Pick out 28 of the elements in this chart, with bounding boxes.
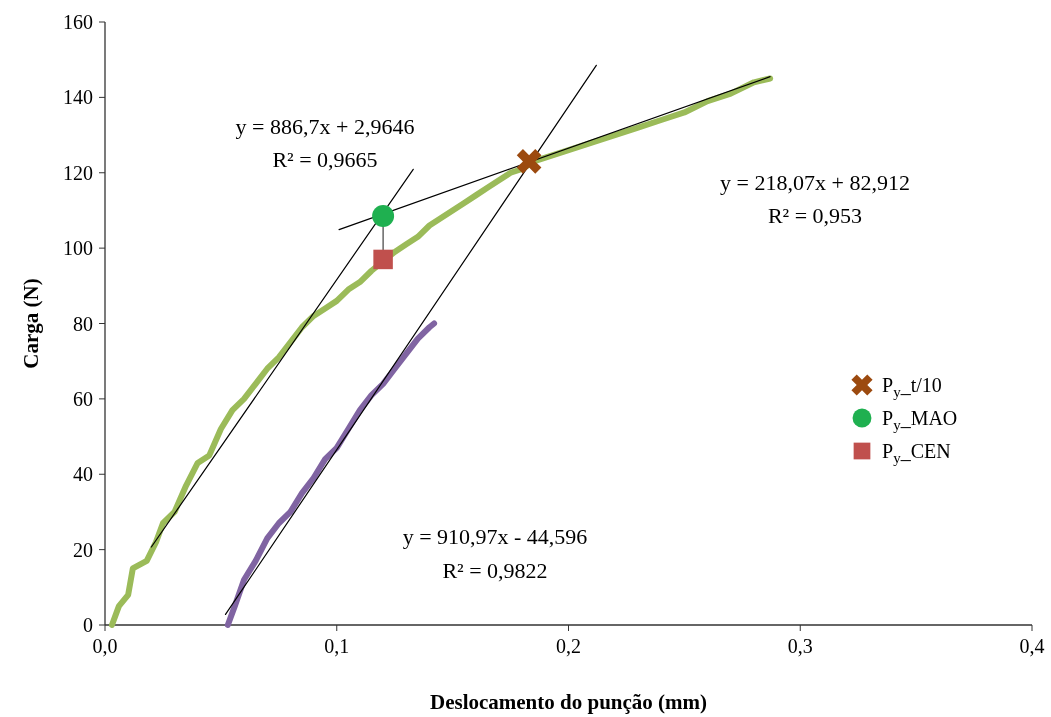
y-tick-label: 160 (63, 11, 93, 33)
y-tick-label: 20 (73, 538, 93, 561)
point (372, 205, 395, 228)
legend-label: P$_{y}$_t/10 (882, 374, 942, 400)
x-tick-label: 0,3 (787, 635, 813, 657)
annotation: R² = 0,9665 (272, 147, 378, 172)
x-tick-label: 0,1 (324, 635, 350, 657)
annotation: R² = 0,9822 (442, 558, 548, 583)
point (373, 249, 393, 270)
x-tick-label: 0,2 (556, 635, 581, 657)
y-tick-label: 140 (63, 86, 93, 109)
y-tick-label: 0 (83, 614, 93, 636)
y-axis-title: Carga (N) (19, 278, 43, 369)
annotation: y = 886,7x + 2,9646 (235, 114, 415, 139)
annotation: y = 910,97x - 44,596 (402, 524, 588, 549)
y-tick-label: 60 (73, 387, 93, 410)
y-tick-label: 100 (63, 237, 93, 260)
annotation: R² = 0,953 (767, 203, 863, 228)
x-tick-label: 0,0 (92, 635, 118, 657)
annotation: y = 218,07x + 82,912 (720, 170, 910, 195)
x-tick-label: 0,4 (1019, 635, 1045, 657)
y-tick-label: 80 (73, 312, 93, 335)
x-axis-title: Deslocamento do punção (mm) (429, 690, 708, 714)
y-tick-label: 120 (63, 161, 93, 184)
legend-label: P$_{y}$_MAO (882, 407, 958, 433)
point (516, 149, 542, 174)
legend-label: P$_{y}$_CEN (882, 440, 951, 466)
y-tick-label: 40 (73, 463, 93, 486)
